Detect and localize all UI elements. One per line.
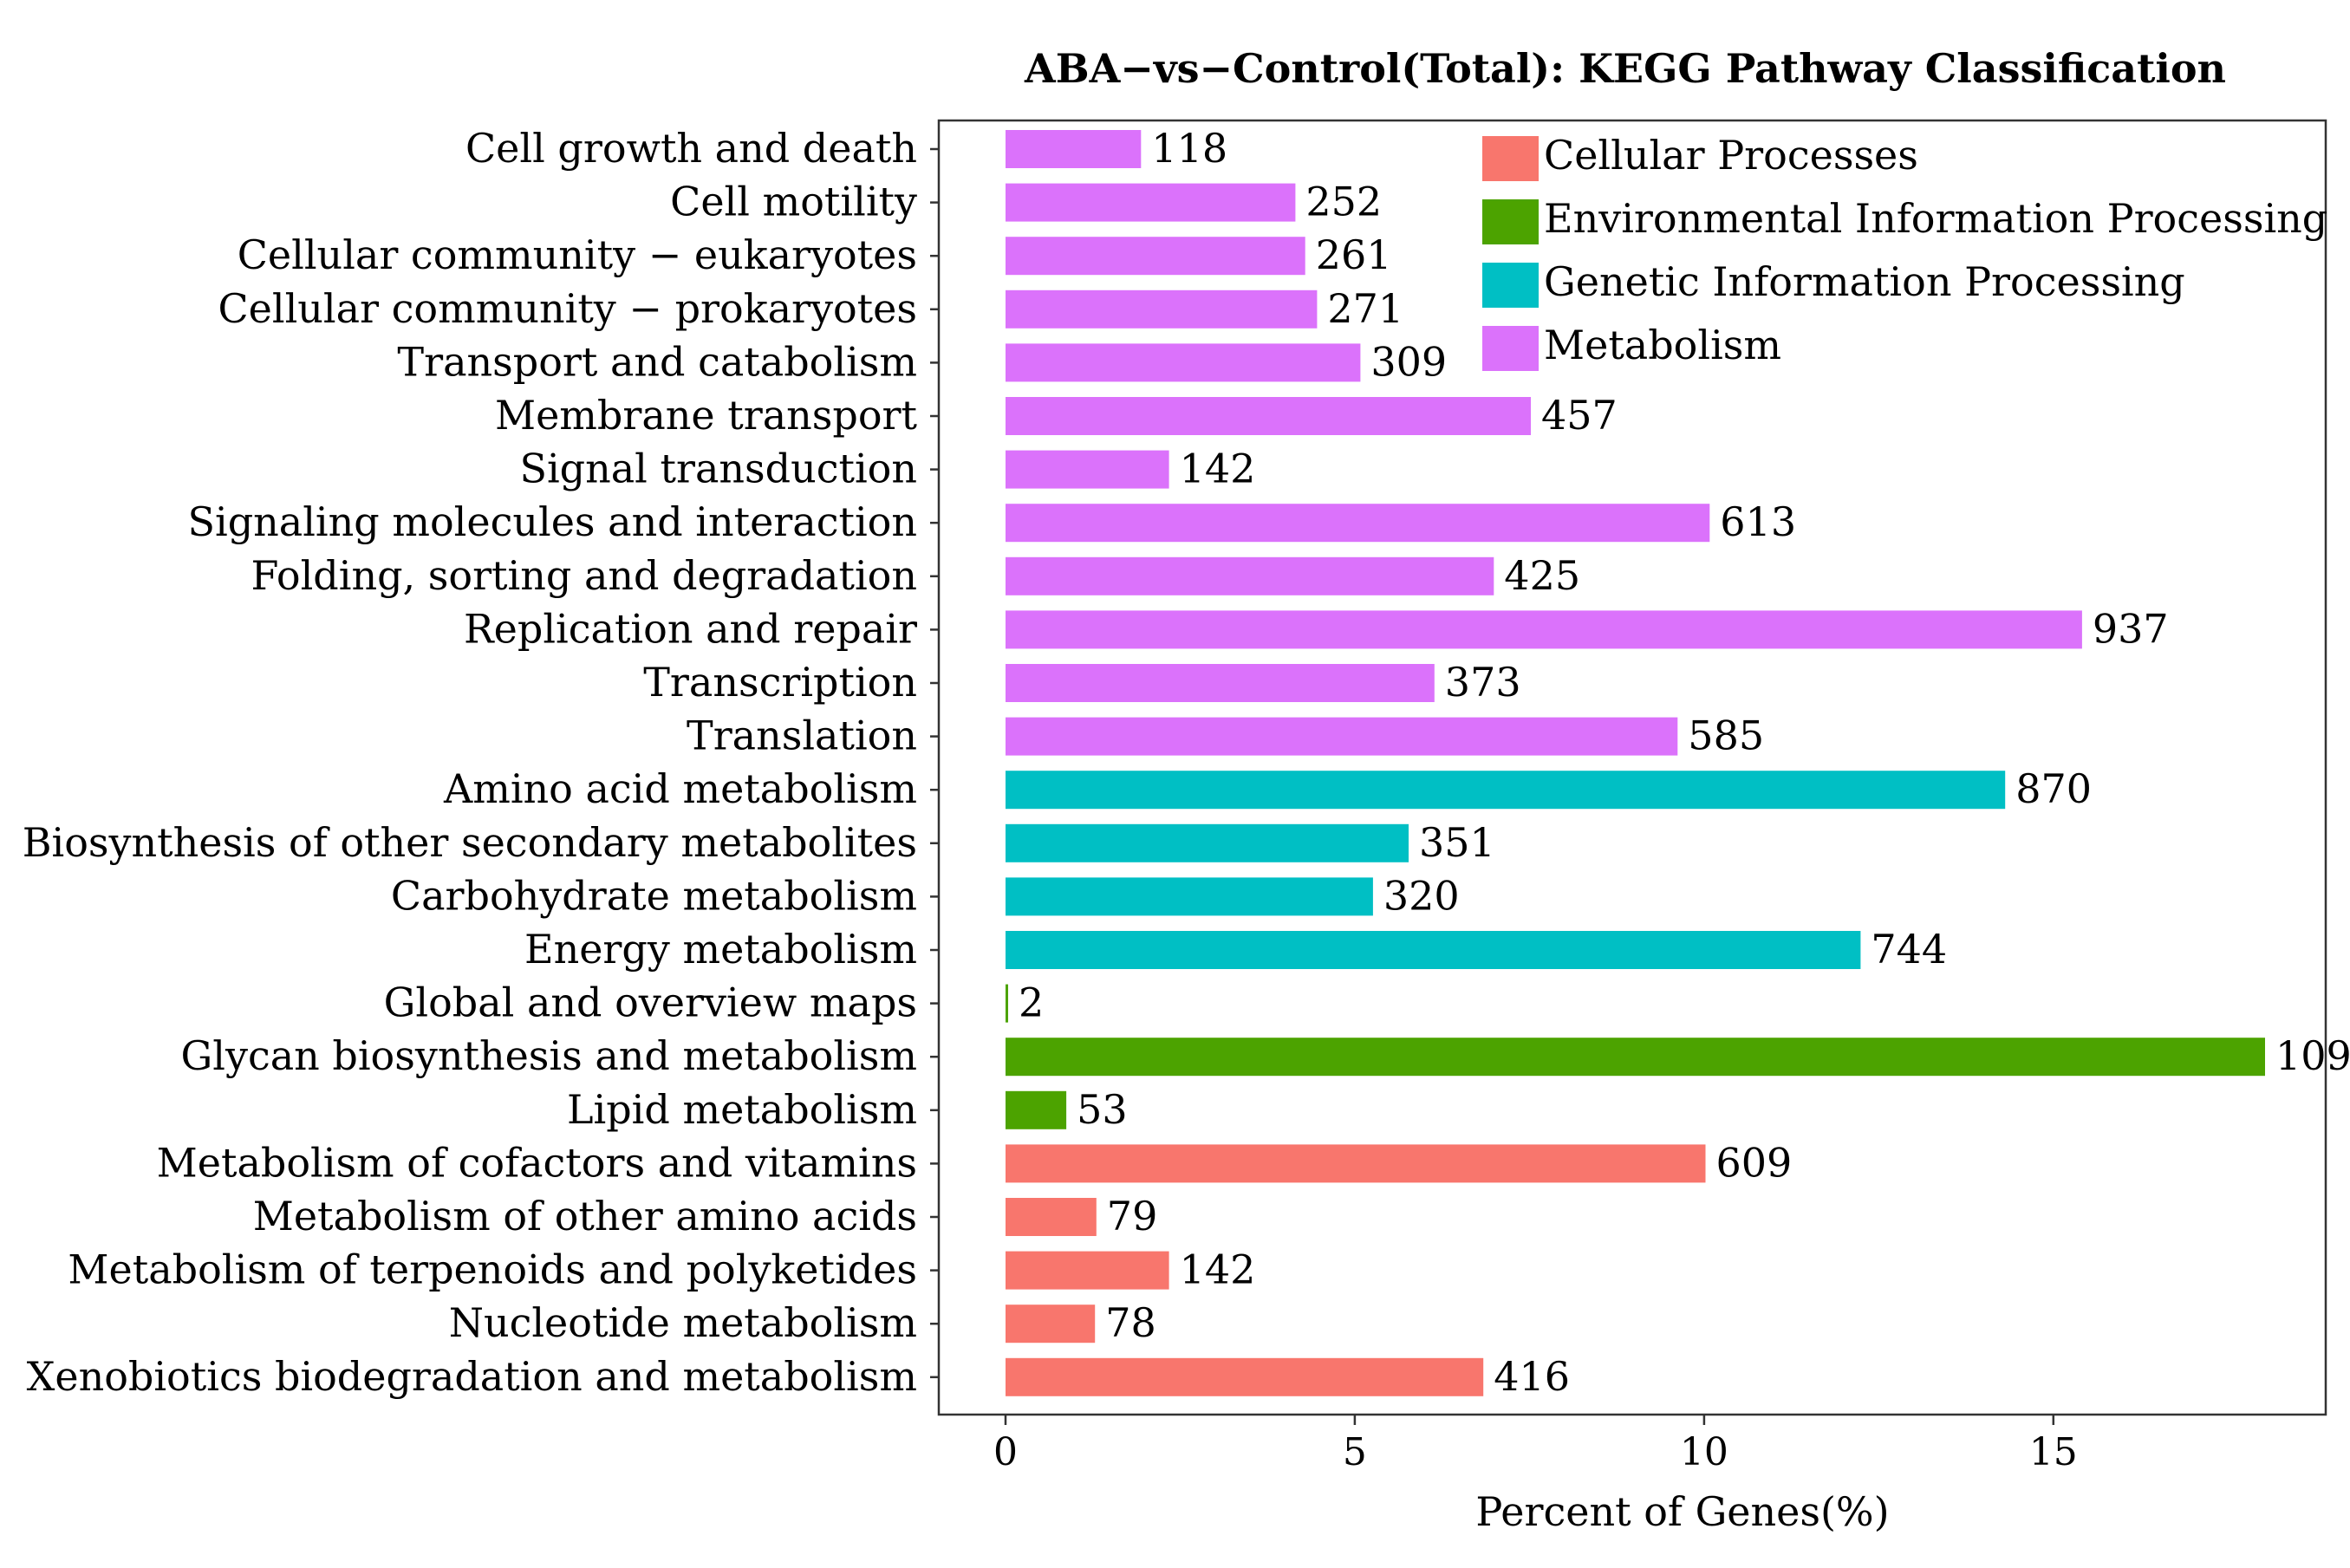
- x-tick-label: 5: [1343, 1430, 1367, 1474]
- plot-frame: [937, 119, 2327, 1416]
- category-label: Carbohydrate metabolism: [391, 872, 917, 919]
- category-label: Signaling molecules and interaction: [188, 498, 918, 545]
- value-label: 53: [1077, 1086, 1128, 1133]
- category-label: Signal transduction: [519, 446, 917, 492]
- value-label: 585: [1688, 712, 1764, 759]
- bar: [1006, 1357, 1484, 1396]
- legend-swatch: [1482, 199, 1539, 244]
- bar: [1006, 1304, 1096, 1344]
- x-axis-title: Percent of Genes(%): [1475, 1488, 1889, 1535]
- bar: [1006, 1090, 1067, 1129]
- bar: [1006, 343, 1361, 382]
- category-label: Cellular community − prokaryotes: [218, 285, 917, 332]
- value-label: 416: [1494, 1353, 1570, 1400]
- bars-layer: [1006, 130, 2265, 1396]
- x-tick-label: 0: [993, 1430, 1018, 1474]
- category-label: Replication and repair: [464, 605, 917, 652]
- legend-label: Environmental Information Processing: [1544, 195, 2327, 242]
- category-label: Metabolism of other amino acids: [253, 1193, 917, 1239]
- value-label: 309: [1370, 338, 1447, 385]
- category-label: Transport and catabolism: [397, 338, 917, 385]
- bar: [1006, 290, 1318, 329]
- bar: [1006, 1251, 1169, 1290]
- value-label: 142: [1180, 1246, 1256, 1293]
- bar: [1006, 823, 1409, 862]
- legend-swatch: [1482, 263, 1539, 308]
- value-label: 252: [1305, 179, 1382, 225]
- category-label: Amino acid metabolism: [443, 765, 917, 812]
- legend: Cellular Processes Environmental Informat…: [1482, 132, 2327, 371]
- bar: [1006, 877, 1373, 916]
- value-label: 1096: [2275, 1032, 2350, 1079]
- legend-swatch: [1482, 136, 1539, 181]
- category-label: Folding, sorting and degradation: [251, 552, 917, 599]
- y-ticks-layer: [930, 147, 939, 1379]
- bar: [1006, 556, 1494, 595]
- x-tick-label: 15: [2029, 1430, 2078, 1474]
- x-axis-layer: 0 5 10 15: [993, 1415, 2078, 1474]
- category-labels-layer: Cell growth and death Cell motility Cellul…: [23, 125, 918, 1400]
- legend-label: Cellular Processes: [1544, 132, 1918, 179]
- value-label: 744: [1871, 926, 1947, 973]
- value-label: 118: [1151, 125, 1227, 172]
- bar: [1006, 931, 1861, 969]
- category-label: Global and overview maps: [384, 979, 917, 1026]
- category-label: Metabolism of cofactors and vitamins: [157, 1139, 917, 1186]
- category-label: Transcription: [643, 659, 917, 706]
- value-label: 937: [2093, 605, 2169, 652]
- value-label: 870: [2015, 765, 2092, 812]
- value-label: 457: [1541, 392, 1618, 439]
- bar: [1006, 610, 2082, 649]
- value-label: 271: [1327, 285, 1403, 332]
- bar: [1006, 183, 1296, 222]
- category-label: Translation: [687, 712, 917, 759]
- category-label: Energy metabolism: [524, 926, 917, 973]
- x-tick-label: 10: [1680, 1430, 1728, 1474]
- value-label: 425: [1504, 552, 1580, 599]
- bar: [1006, 771, 2006, 810]
- category-label: Metabolism of terpenoids and polyketides: [68, 1246, 917, 1293]
- chart-title: ABA−vs−Control(Total): KEGG Pathway Clas…: [1024, 45, 2226, 92]
- category-label: Glycan biosynthesis and metabolism: [181, 1032, 918, 1079]
- bar: [1006, 984, 1008, 1023]
- value-label: 320: [1383, 872, 1460, 919]
- legend-label: Genetic Information Processing: [1544, 258, 2185, 305]
- bar: [1006, 664, 1435, 702]
- category-label: Cell growth and death: [465, 125, 917, 172]
- value-label: 261: [1316, 231, 1392, 278]
- value-label: 142: [1180, 446, 1256, 492]
- value-label: 351: [1419, 819, 1495, 866]
- value-label: 2: [1019, 979, 1044, 1026]
- category-label: Nucleotide metabolism: [449, 1299, 917, 1346]
- legend-label: Metabolism: [1544, 322, 1781, 368]
- value-label: 609: [1716, 1139, 1793, 1186]
- bar: [1006, 237, 1305, 276]
- category-label: Membrane transport: [495, 392, 918, 439]
- bar: [1006, 1144, 1706, 1183]
- bar: [1006, 450, 1169, 489]
- bar: [1006, 397, 1531, 435]
- value-label: 373: [1445, 659, 1521, 706]
- category-label: Xenobiotics biodegradation and metabolis…: [27, 1353, 917, 1400]
- value-labels-layer: 118 252 261 271 309 457 142 613 425 937 373 585 870 3…: [1019, 125, 2350, 1400]
- bar: [1006, 1038, 2265, 1077]
- category-label: Cellular community − eukaryotes: [238, 231, 917, 278]
- bar: [1006, 504, 1710, 543]
- bar: [1006, 130, 1142, 168]
- bar: [1006, 1198, 1097, 1236]
- value-label: 613: [1720, 498, 1796, 545]
- category-label: Cell motility: [670, 179, 917, 225]
- value-label: 79: [1107, 1193, 1158, 1239]
- legend-swatch: [1482, 326, 1539, 371]
- bar: [1006, 717, 1678, 756]
- value-label: 78: [1105, 1299, 1156, 1346]
- category-label: Biosynthesis of other secondary metaboli…: [23, 819, 917, 866]
- category-label: Lipid metabolism: [567, 1086, 917, 1133]
